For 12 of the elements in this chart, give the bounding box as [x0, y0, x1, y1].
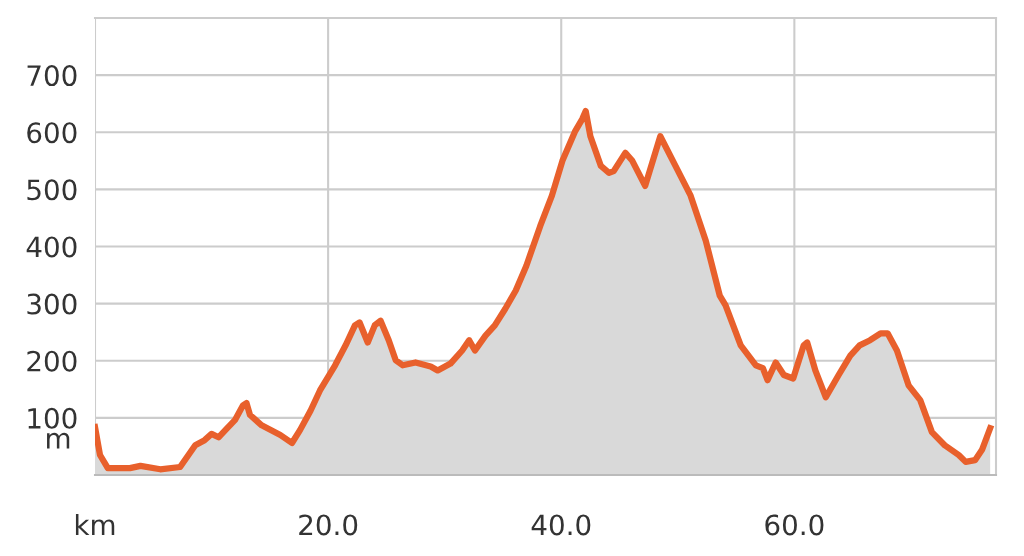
- y-axis-title: m: [47, 432, 70, 449]
- y-tick-label: 500: [27, 179, 77, 201]
- x-tick-label: km: [75, 513, 115, 535]
- y-tick-label: 300: [27, 293, 77, 315]
- y-tick-label: 200: [27, 350, 77, 372]
- x-tick-label: 60.0: [765, 514, 824, 536]
- y-tick-label: 400: [26, 236, 77, 258]
- y-tick-label: 600: [27, 122, 77, 144]
- x-tick-label: 20.0: [299, 514, 358, 536]
- x-tick-label: 40.0: [531, 514, 591, 536]
- y-tick-label: 100: [28, 407, 77, 429]
- y-tick-label: 700: [27, 65, 77, 87]
